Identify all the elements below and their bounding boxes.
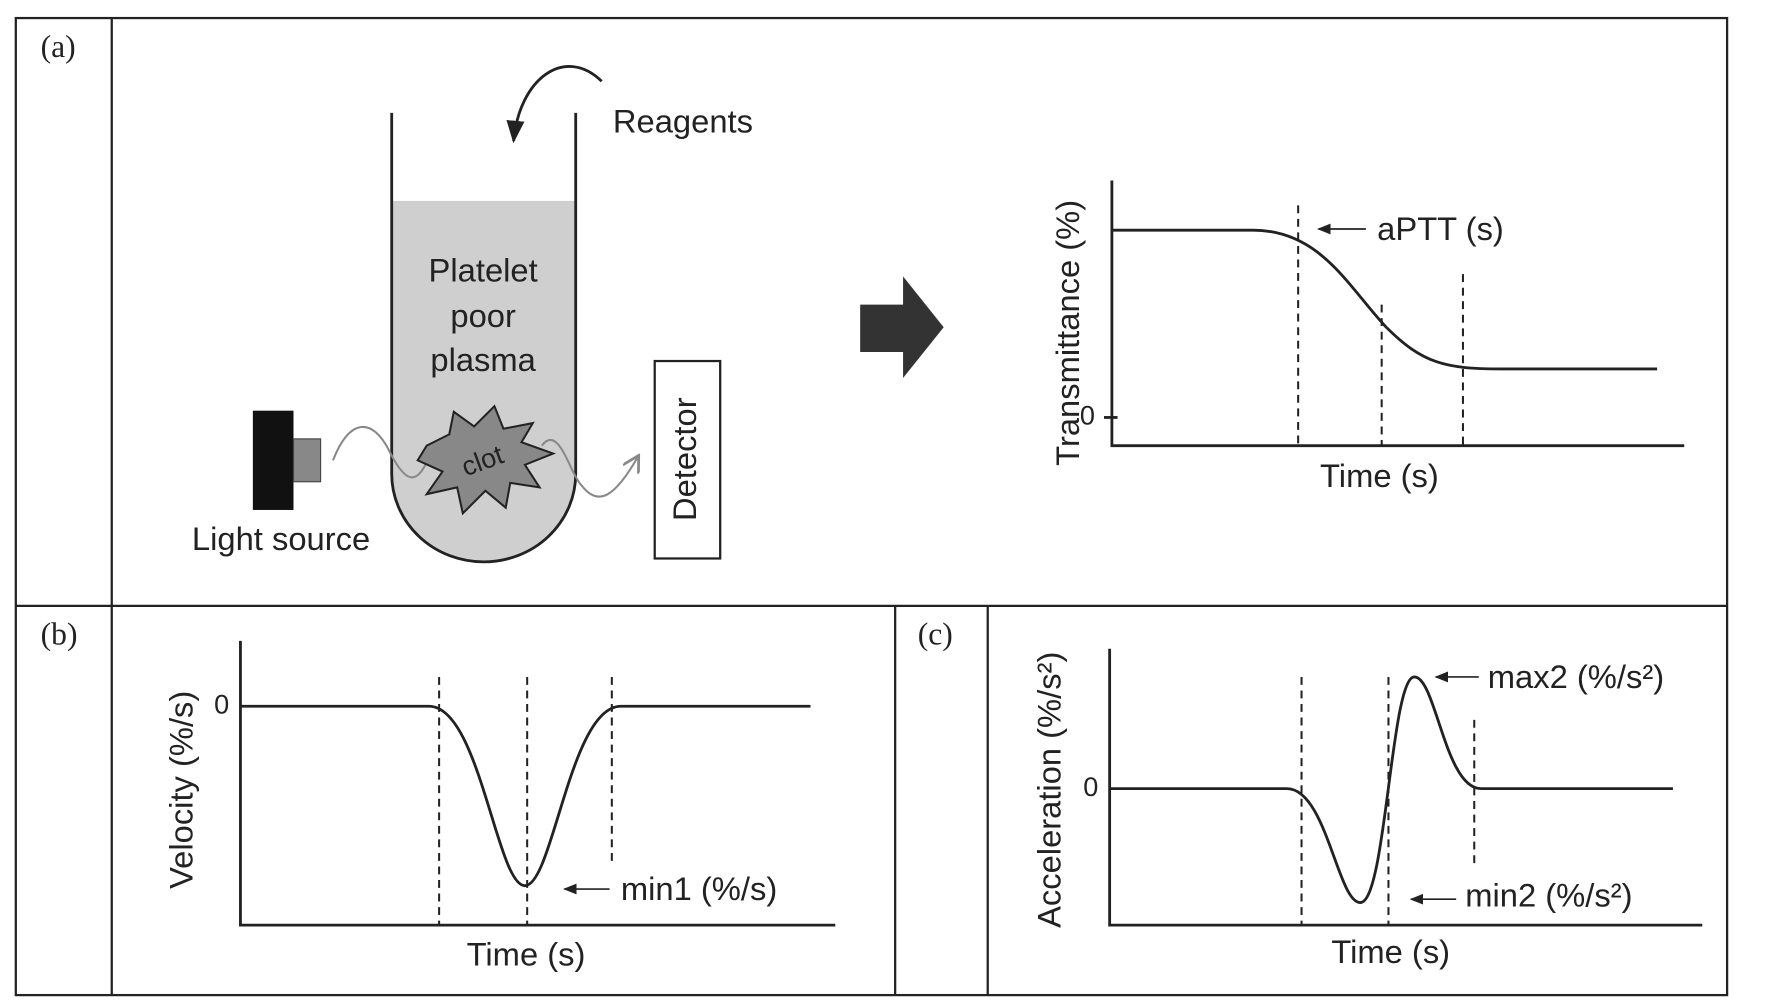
annotation: max2 (%/s²): [1488, 658, 1664, 695]
sample-label: poor: [450, 297, 516, 334]
panel-label: (b): [41, 617, 78, 652]
sample-label: plasma: [430, 341, 536, 378]
detector-label: Detector: [666, 397, 703, 521]
plot-b: [239, 640, 836, 927]
annotation: min1 (%/s): [621, 870, 777, 907]
annotation: aPTT (s): [1377, 210, 1504, 247]
sample-label: Platelet: [429, 252, 538, 289]
reagents-label: Reagents: [613, 103, 753, 140]
zero-label: 0: [214, 688, 229, 719]
x-axis-label: Time (s): [1320, 457, 1439, 494]
plot-a: [1103, 180, 1685, 448]
y-axis-label: Acceleration (%/s²): [1031, 652, 1068, 928]
zero-label: 0: [1080, 400, 1095, 431]
light-source-label: Light source: [192, 520, 370, 557]
setup: [252, 65, 944, 564]
panel-label: (a): [41, 29, 76, 64]
annotation: min2 (%/s²): [1465, 877, 1632, 914]
y-axis-label: Velocity (%/s): [163, 691, 200, 889]
x-axis-label: Time (s): [467, 935, 586, 972]
panel-label: (c): [918, 617, 953, 652]
y-axis-label: Transmittance (%): [1049, 200, 1086, 466]
frame: [14, 16, 1729, 997]
x-axis-label: Time (s): [1331, 933, 1450, 970]
plot-c: [1108, 648, 1703, 927]
zero-label: 0: [1083, 771, 1098, 802]
